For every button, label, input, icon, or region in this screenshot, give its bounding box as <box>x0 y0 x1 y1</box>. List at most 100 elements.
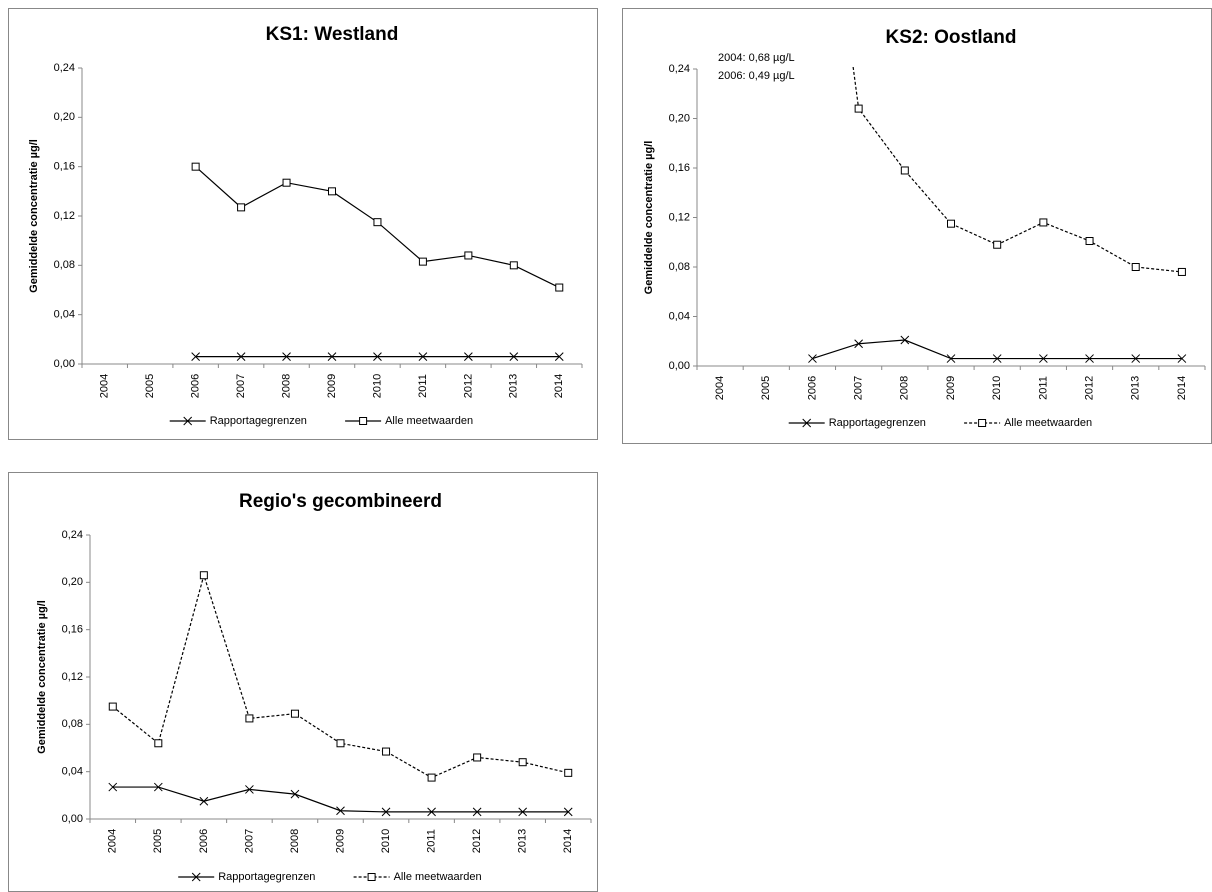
marker-x <box>245 785 254 794</box>
marker-x <box>336 806 345 816</box>
marker-x <box>1131 354 1141 363</box>
x-tick-label: 2008 <box>899 376 911 400</box>
marker-x <box>290 789 300 799</box>
y-axis-label: Gemiddelde concentratie µg/l <box>28 139 40 293</box>
x-tick-label: 2012 <box>471 829 483 853</box>
marker-square <box>336 739 345 748</box>
x-tick-label: 2013 <box>1130 376 1142 400</box>
marker-square <box>947 219 955 228</box>
y-tick-label: 0,08 <box>62 718 83 730</box>
marker-square <box>108 702 117 711</box>
x-tick-label: 2011 <box>417 374 429 398</box>
x-tick-label: 2014 <box>553 374 565 398</box>
series-line <box>812 339 1182 360</box>
x-tick-label: 2012 <box>462 374 474 398</box>
x-tick-label: 2008 <box>280 374 292 398</box>
marker-square <box>382 747 391 756</box>
annotation: 2006: 0,49 µg/L <box>718 70 795 82</box>
plot-area <box>191 162 564 361</box>
x-tick-label: 2011 <box>1037 376 1049 400</box>
plot-area <box>108 571 573 817</box>
y-tick-label: 0,24 <box>62 529 83 541</box>
x-tick-label: 2009 <box>945 376 957 400</box>
marker-square <box>418 257 427 266</box>
chart-title: KS2: Oostland <box>886 27 1017 48</box>
x-tick-label: 2010 <box>380 829 392 853</box>
marker-square <box>245 714 254 723</box>
legend-label: Rapportagegrenzen <box>829 417 926 429</box>
x-tick-label: 2005 <box>760 376 772 400</box>
x-tick-label: 2012 <box>1083 376 1095 400</box>
x-tick-label: 2010 <box>991 376 1003 400</box>
x-tick-label: 2004 <box>107 829 119 853</box>
x-tick-label: 2006 <box>190 374 202 398</box>
chart-panel: KS2: Oostland Gemiddelde concentratie µg/… <box>622 8 1212 444</box>
x-tick-label: 2010 <box>371 374 383 398</box>
y-tick-label: 0,20 <box>669 112 690 124</box>
marker-x <box>802 418 812 428</box>
marker-square <box>464 251 473 260</box>
marker-square <box>993 240 1002 249</box>
x-tick-label: 2005 <box>152 829 164 853</box>
marker-square <box>367 873 376 881</box>
marker-x <box>1085 354 1094 363</box>
marker-square <box>900 166 909 175</box>
x-tick-label: 2007 <box>235 374 247 398</box>
chart-panel: KS1: Westland Gemiddelde concentratie µg/… <box>8 8 598 440</box>
marker-x <box>153 782 163 792</box>
x-tick-label: 2013 <box>508 374 520 398</box>
marker-square <box>564 768 573 777</box>
marker-square <box>978 419 987 427</box>
x-tick-label: 2005 <box>144 374 156 398</box>
marker-square <box>509 261 518 270</box>
x-tick-label: 2009 <box>334 829 346 853</box>
marker-square <box>373 218 382 227</box>
chart-border <box>8 472 598 892</box>
marker-x <box>563 807 573 817</box>
marker-x <box>427 807 436 817</box>
y-tick-label: 0,16 <box>62 624 83 636</box>
marker-x <box>854 339 863 349</box>
marker-square <box>290 709 299 718</box>
marker-square <box>237 203 246 212</box>
y-tick-label: 0,16 <box>669 162 690 174</box>
x-tick-label: 2014 <box>562 829 574 853</box>
chart-border <box>8 8 598 440</box>
marker-x <box>191 872 201 882</box>
marker-x <box>554 352 564 361</box>
marker-x <box>946 354 956 363</box>
x-tick-label: 2008 <box>289 829 301 853</box>
x-tick-label: 2014 <box>1176 376 1188 400</box>
marker-x <box>808 354 817 363</box>
y-axis-label: Gemiddelde concentratie µg/l <box>643 141 655 295</box>
annotation: 2004: 0,68 µg/L <box>718 52 795 64</box>
marker-square <box>282 178 291 187</box>
marker-x <box>381 807 391 817</box>
x-tick-label: 2006 <box>198 829 210 853</box>
y-tick-label: 0,16 <box>54 161 75 173</box>
marker-square <box>473 753 482 762</box>
y-tick-label: 0,08 <box>54 259 75 271</box>
marker-square <box>1131 263 1140 271</box>
y-tick-label: 0,04 <box>54 309 75 321</box>
marker-x <box>373 352 382 361</box>
marker-square <box>328 187 336 196</box>
chart-title: KS1: Westland <box>266 24 399 45</box>
marker-square <box>1039 218 1048 227</box>
y-axis-label: Gemiddelde concentratie µg/l <box>36 600 48 754</box>
x-tick-label: 2009 <box>326 374 338 398</box>
marker-x <box>183 416 193 426</box>
y-tick-label: 0,20 <box>62 576 83 588</box>
marker-x <box>108 782 118 792</box>
x-tick-label: 2011 <box>425 829 437 853</box>
y-tick-label: 0,12 <box>62 671 83 683</box>
chart-title: Regio's gecombineerd <box>239 491 442 512</box>
chart-panel: Regio's gecombineerd Gemiddelde concentra… <box>8 472 598 892</box>
y-tick-label: 0,24 <box>669 63 690 75</box>
marker-x <box>191 352 200 361</box>
marker-square <box>1177 267 1186 276</box>
marker-square <box>191 162 200 171</box>
y-tick-label: 0,00 <box>669 360 690 372</box>
